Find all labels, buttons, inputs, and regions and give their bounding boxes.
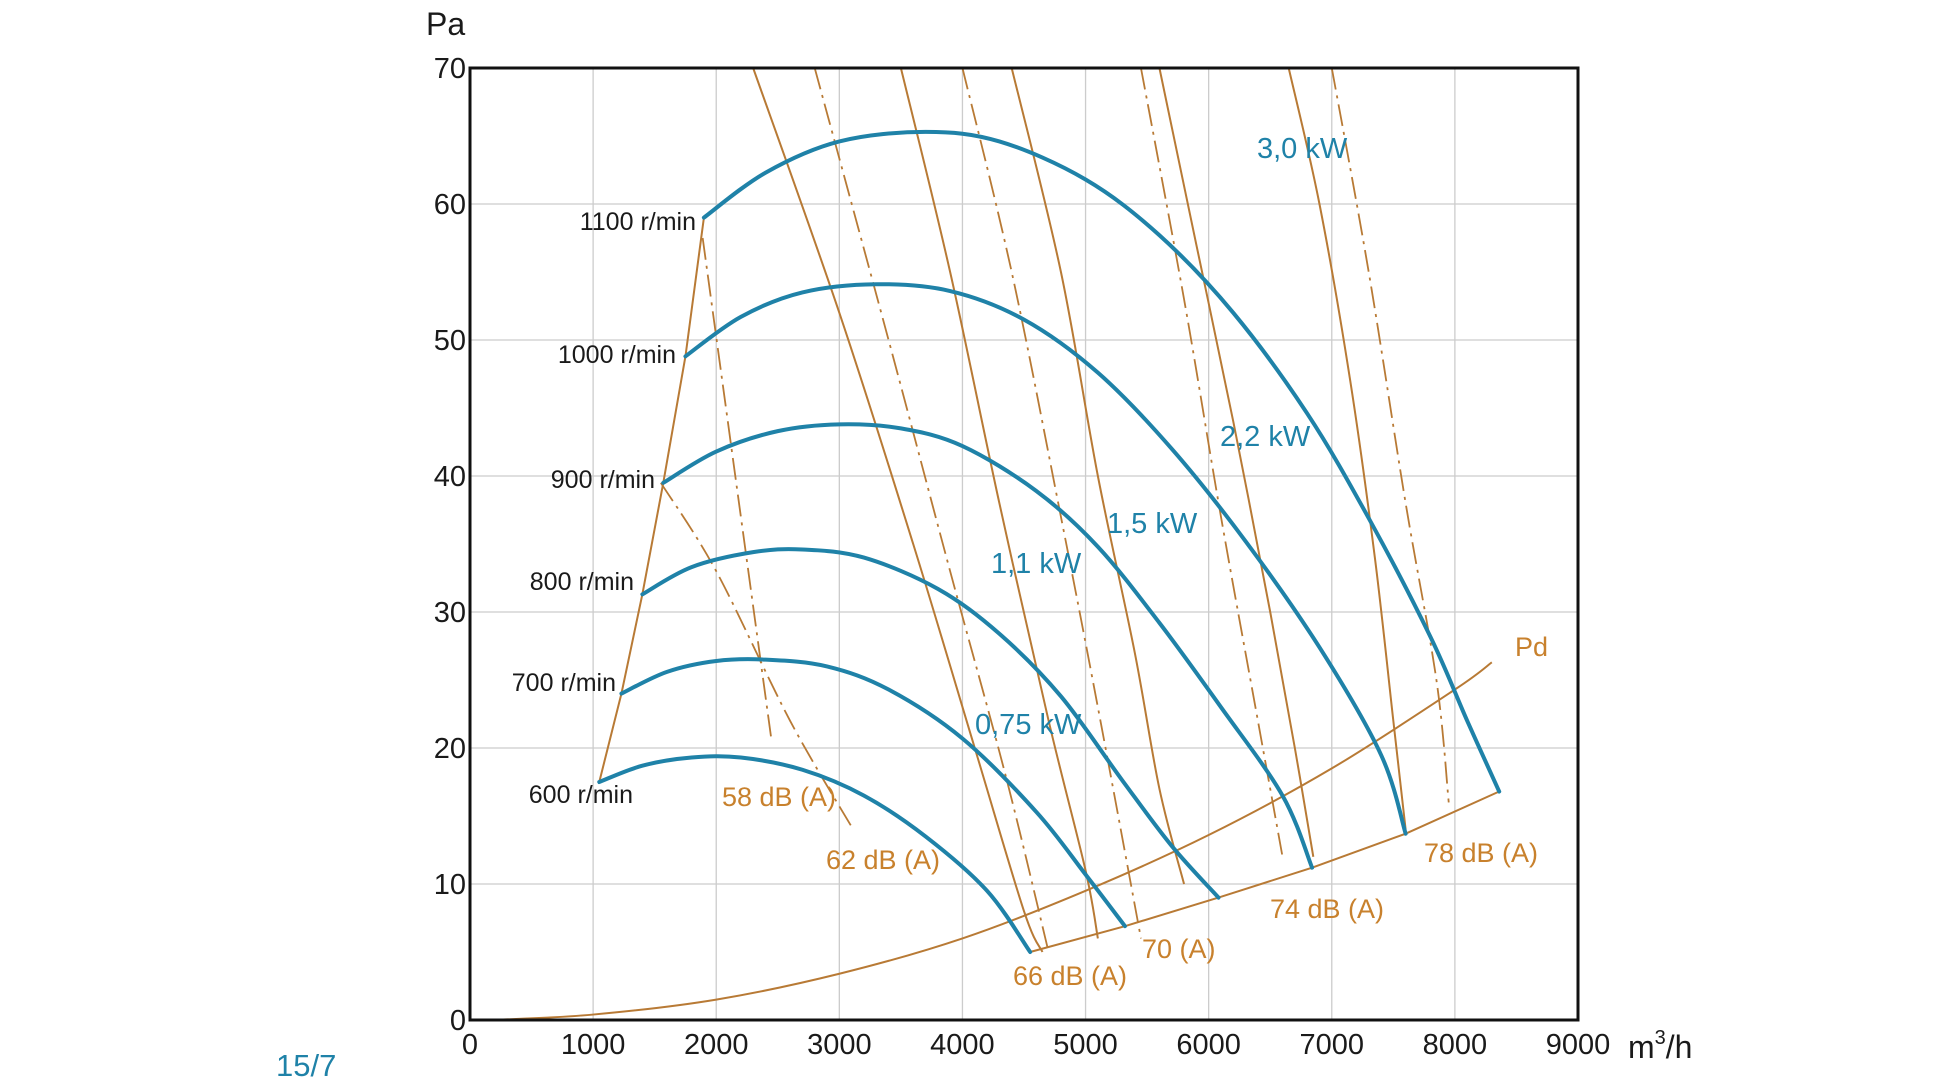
power-line-label: 3,0 kW: [1257, 133, 1348, 165]
x-axis-unit-exponent: 3: [1655, 1027, 1666, 1049]
power-line-label: 2,2 kW: [1220, 421, 1311, 453]
y-tick-label: 60: [434, 189, 466, 221]
noise-line-label: 70 (A): [1142, 934, 1216, 964]
power-line: [1010, 67, 1186, 885]
y-tick-label: 50: [434, 325, 466, 357]
noise-line-label: 78 dB (A): [1424, 838, 1538, 868]
noise-line: [660, 482, 853, 828]
y-tick-label: 20: [434, 733, 466, 765]
speed-curve-label: 800 r/min: [530, 568, 634, 596]
speed-curve: [640, 547, 1221, 900]
speed-curve-label: 700 r/min: [512, 669, 616, 697]
noise-line-label: 58 dB (A): [722, 782, 836, 812]
noise-line-label: 66 dB (A): [1013, 961, 1127, 991]
figure-reference: 15/7: [276, 1048, 336, 1083]
speed-curve: [701, 129, 1502, 794]
overlay-lines: [492, 67, 1500, 1021]
x-tick-label: 8000: [1423, 1029, 1488, 1061]
power-line-label: 1,1 kW: [991, 548, 1082, 580]
power-line-label: 1,5 kW: [1107, 508, 1198, 540]
power-line: [752, 67, 1044, 953]
speed-curve: [597, 754, 1033, 954]
power-line: [1158, 67, 1315, 857]
y-tick-label: 30: [434, 597, 466, 629]
dynamic-pressure-line: [492, 661, 1493, 1021]
x-tick-label: 9000: [1546, 1029, 1611, 1061]
axis-ticks: 0 1000 2000 3000 4000 5000 6000 7000 8000 9000 0 10…: [434, 53, 1611, 1061]
noise-line: [813, 67, 1050, 953]
plot-frame: [468, 66, 1580, 1022]
speed-curve: [661, 422, 1315, 870]
speed-curve-label: 1000 r/min: [558, 341, 676, 369]
end-boundary-line: [1029, 790, 1500, 953]
noise-line-label: 74 dB (A): [1270, 894, 1384, 924]
noise-line-label: 62 dB (A): [826, 845, 940, 875]
start-boundary-line: [598, 217, 705, 783]
noise-line: [1330, 67, 1450, 803]
speed-curve: [683, 282, 1408, 836]
speed-curve-label: 600 r/min: [529, 781, 633, 809]
power-line: [1287, 67, 1407, 830]
fan-speed-curves: [597, 129, 1502, 954]
speed-curve: [619, 657, 1127, 929]
x-tick-label: 7000: [1300, 1029, 1365, 1061]
x-tick-label: 5000: [1053, 1029, 1118, 1061]
x-tick-label: 2000: [684, 1029, 749, 1061]
speed-curve-label: 900 r/min: [551, 466, 655, 494]
x-tick-label: 0: [462, 1029, 478, 1061]
noise-line: [701, 237, 773, 742]
curve-labels: 600 r/min 700 r/min 800 r/min 900 r/min 1000…: [512, 133, 1548, 991]
x-axis-unit: m3/h: [1628, 1027, 1692, 1065]
power-line-label: 0,75 kW: [975, 709, 1082, 741]
noise-line: [1140, 67, 1284, 857]
dynamic-pressure-label: Pd: [1515, 632, 1548, 662]
power-line: [899, 67, 1099, 939]
y-axis-label: Pa: [426, 6, 465, 42]
speed-curve-label: 1100 r/min: [580, 208, 696, 236]
y-tick-label: 0: [450, 1005, 466, 1037]
x-tick-label: 6000: [1176, 1029, 1241, 1061]
x-tick-label: 1000: [561, 1029, 626, 1061]
y-tick-label: 70: [434, 53, 466, 85]
x-tick-label: 3000: [807, 1029, 872, 1061]
y-tick-label: 40: [434, 461, 466, 493]
noise-line: [961, 67, 1142, 939]
x-tick-label: 4000: [930, 1029, 995, 1061]
y-tick-label: 10: [434, 869, 466, 901]
